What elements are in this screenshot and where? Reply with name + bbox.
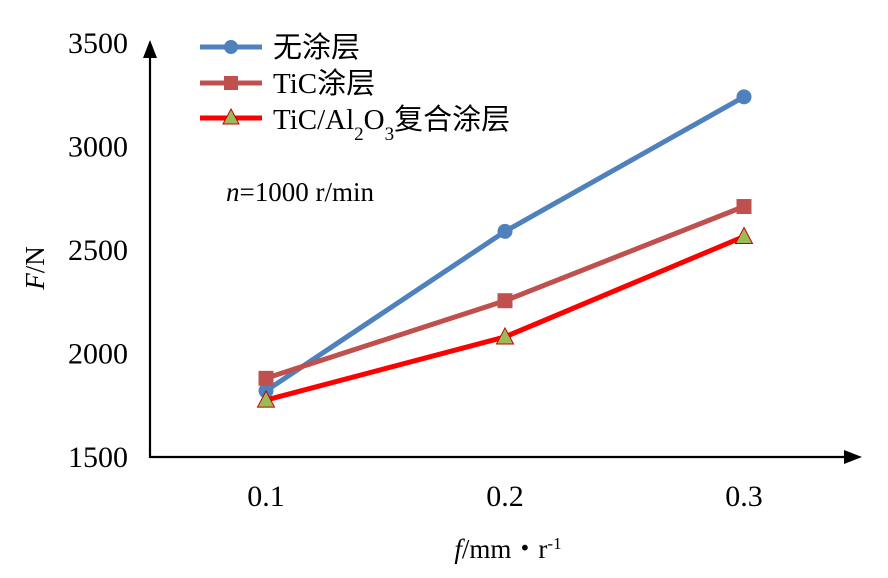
y-tick-label: 2000 [68, 338, 128, 371]
series-2 [256, 226, 754, 408]
x-tick-label: 0.1 [247, 480, 285, 513]
legend-item-uncoated: 无涂层 [200, 31, 360, 64]
data-point [258, 370, 274, 386]
legend-label-composite: TiC/Al2O3复合涂层 [273, 103, 510, 145]
data-point [734, 226, 754, 245]
data-point [495, 326, 515, 345]
data-point [497, 223, 513, 239]
series-layer [256, 89, 754, 408]
legend-swatch-marker-uncoated [224, 40, 238, 54]
legend-swatch-marker-composite [222, 107, 240, 125]
x-axis-arrow [844, 450, 862, 464]
series-line [264, 94, 746, 393]
legend-item-composite: TiC/Al2O3复合涂层 [200, 103, 510, 145]
y-tick-label: 1500 [68, 441, 128, 474]
speed-annotation: n=1000 r/min [226, 177, 374, 207]
x-tick-label: 0.2 [486, 480, 524, 513]
legend: 无涂层 TiC涂层 TiC/Al2O3复合涂层 [200, 31, 510, 145]
x-tick-label: 0.3 [725, 480, 763, 513]
data-point [256, 390, 276, 408]
y-tick-label: 2500 [68, 234, 128, 267]
legend-label-uncoated: 无涂层 [273, 31, 360, 64]
x-axis-title: f/mm・r-1 [454, 534, 561, 565]
y-tick-label: 3000 [68, 131, 128, 164]
legend-swatch-marker-tic [224, 76, 238, 90]
data-point [497, 293, 513, 309]
legend-label-tic: TiC涂层 [273, 67, 375, 100]
y-axis-title: F/N [20, 246, 50, 291]
y-axis-arrow [143, 40, 157, 58]
series-line [265, 234, 745, 403]
y-tick-label: 3500 [68, 27, 128, 60]
legend-item-tic: TiC涂层 [200, 67, 375, 100]
data-point [736, 89, 752, 105]
data-point [736, 199, 752, 215]
y-tick-labels: 1500 2000 2500 3000 3500 [68, 27, 128, 474]
x-tick-labels: 0.1 0.2 0.3 [247, 480, 763, 513]
series-1 [258, 199, 752, 386]
